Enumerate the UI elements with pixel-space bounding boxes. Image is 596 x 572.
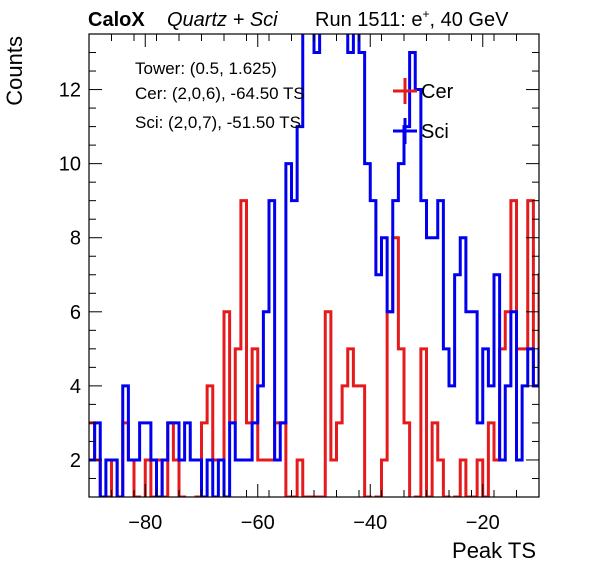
tower-info: Tower: (0.5, 1.625) bbox=[135, 59, 277, 78]
x-tick-label: −80 bbox=[128, 512, 162, 534]
run-superscript: + bbox=[423, 7, 430, 21]
brand-label: CaloX bbox=[88, 9, 145, 31]
series-sci-line bbox=[89, 34, 539, 497]
run-label: Run 1511: e+, 40 GeV bbox=[315, 7, 509, 31]
legend: Cer Sci bbox=[393, 78, 454, 144]
series-layer bbox=[89, 34, 539, 497]
legend-label-cer: Cer bbox=[421, 81, 454, 103]
y-tick-label: 6 bbox=[70, 302, 81, 324]
y-tick-label: 8 bbox=[70, 228, 81, 250]
y-axis-title: Counts bbox=[2, 36, 27, 106]
y-tick-label: 12 bbox=[59, 80, 81, 102]
sci-info: Sci: (2,0,7), -51.50 TS bbox=[135, 113, 301, 132]
x-axis-title: Peak TS bbox=[452, 538, 536, 563]
x-tick-label: −40 bbox=[353, 512, 387, 534]
ticks-layer: −80 −60 −40 −20 2 4 6 8 10 12 bbox=[59, 34, 540, 534]
y-tick-label: 4 bbox=[70, 376, 81, 398]
x-tick-label: −20 bbox=[466, 512, 500, 534]
cer-info: Cer: (2,0,6), -64.50 TS bbox=[135, 84, 305, 103]
y-tick-label: 2 bbox=[70, 450, 81, 472]
y-tick-label: 10 bbox=[59, 154, 81, 176]
x-tick-label: −60 bbox=[241, 512, 275, 534]
run-prefix: Run 1511: e bbox=[315, 9, 423, 31]
run-suffix: , 40 GeV bbox=[430, 9, 510, 31]
subtitle-label: Quartz + Sci bbox=[167, 9, 278, 31]
legend-label-sci: Sci bbox=[421, 121, 449, 143]
